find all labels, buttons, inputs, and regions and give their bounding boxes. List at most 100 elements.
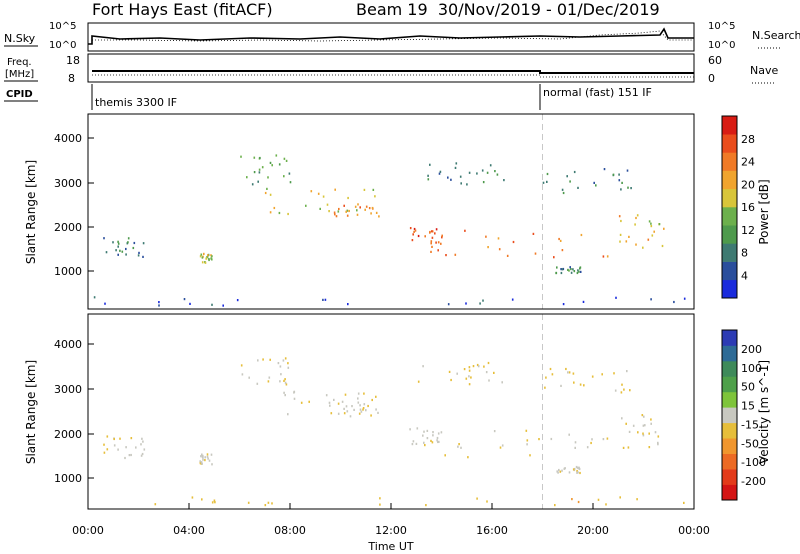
power-cell bbox=[650, 298, 652, 301]
velocity-cell bbox=[325, 394, 328, 397]
velocity-cell bbox=[526, 439, 529, 442]
power-cell bbox=[378, 215, 380, 218]
freq-label-1: Freq. bbox=[7, 57, 32, 68]
velocity-cell bbox=[558, 468, 560, 472]
power-cell bbox=[546, 172, 549, 176]
xtick-0400: 04:00 bbox=[173, 524, 205, 537]
power-cell bbox=[222, 304, 224, 307]
velocity-cell bbox=[135, 446, 137, 449]
velocity-cell bbox=[472, 365, 475, 368]
power-cell bbox=[447, 303, 450, 306]
power-cell bbox=[326, 203, 329, 206]
velocity-cell bbox=[117, 448, 119, 451]
power-band-6 bbox=[430, 229, 609, 259]
cpid-segment-themis: themis 3300 IF bbox=[95, 96, 177, 109]
velocity-cell bbox=[554, 504, 556, 507]
velocity-cell bbox=[416, 427, 419, 430]
power-cell bbox=[481, 169, 484, 172]
velocity-cell bbox=[379, 503, 381, 506]
velocity-cell bbox=[200, 461, 203, 464]
power-cell bbox=[430, 242, 432, 245]
power-cell bbox=[121, 250, 124, 253]
power-cell bbox=[625, 240, 628, 243]
velocity-cell bbox=[300, 401, 303, 404]
power-band-7 bbox=[555, 266, 582, 275]
velocity-cell bbox=[641, 414, 644, 417]
power-cell bbox=[338, 207, 340, 211]
power-cell bbox=[253, 156, 256, 159]
power-cell bbox=[201, 261, 204, 264]
power-cell bbox=[630, 187, 632, 190]
power-cell bbox=[105, 251, 108, 254]
power-cbar-frame bbox=[721, 115, 738, 299]
power-cell bbox=[189, 302, 191, 305]
velocity-cell bbox=[106, 435, 109, 438]
velocity-cell bbox=[143, 448, 146, 451]
velocity-cell bbox=[483, 365, 485, 368]
velocity-cell bbox=[412, 440, 415, 443]
velocity-cell bbox=[415, 442, 418, 445]
velocity-band-4 bbox=[329, 403, 379, 418]
velocity-cell bbox=[568, 471, 571, 474]
power-cell bbox=[359, 206, 361, 209]
power-cell bbox=[322, 195, 325, 198]
power-band-1 bbox=[199, 252, 213, 264]
velocity-cell bbox=[577, 471, 579, 474]
power-cell bbox=[460, 182, 462, 185]
velocity-cell bbox=[606, 437, 609, 440]
x-axis-label: Time UT bbox=[367, 540, 413, 553]
power-cell bbox=[441, 236, 443, 239]
power-cell bbox=[642, 246, 644, 249]
power-cell bbox=[205, 257, 208, 260]
velocity-cell bbox=[363, 403, 366, 406]
power-cell bbox=[269, 193, 272, 196]
velocity-cell bbox=[501, 381, 503, 384]
velocity-cell bbox=[362, 408, 364, 411]
velocity-cell bbox=[577, 500, 580, 504]
velocity-cell bbox=[436, 439, 438, 442]
vel-cbar-swatch bbox=[722, 360, 737, 377]
velocity-band-2 bbox=[240, 357, 290, 386]
xtick-1600: 16:00 bbox=[476, 524, 508, 537]
power-cell bbox=[427, 174, 429, 177]
velocity-cell bbox=[269, 358, 271, 361]
velocity-cell bbox=[248, 376, 250, 379]
power-cell bbox=[345, 210, 347, 213]
velocity-cell bbox=[468, 366, 471, 369]
velocity-cell bbox=[367, 404, 369, 408]
velocity-band-11 bbox=[154, 496, 685, 507]
velocity-cell bbox=[359, 404, 361, 407]
velocity-cell bbox=[360, 410, 363, 413]
power-colorbar-title: Power [dB] bbox=[757, 179, 771, 244]
power-cbar-swatch bbox=[722, 170, 737, 190]
velocity-cell bbox=[267, 380, 270, 383]
velocity-cell bbox=[206, 453, 209, 456]
velocity-cell bbox=[357, 397, 359, 400]
power-colorbar: 28 24 20 16 12 8 4 bbox=[721, 115, 755, 299]
power-cell bbox=[104, 302, 106, 305]
power-cell bbox=[618, 179, 621, 182]
power-cell bbox=[439, 170, 442, 173]
power-cell bbox=[117, 253, 119, 256]
velocity-cell bbox=[468, 369, 471, 372]
nsearch-trace bbox=[92, 30, 694, 42]
power-band-10 bbox=[542, 168, 632, 195]
power-cell bbox=[200, 253, 203, 256]
power-cbar-tick: 12 bbox=[741, 224, 755, 237]
velocity-cell bbox=[578, 466, 580, 469]
power-cell bbox=[347, 196, 349, 200]
velocity-cell bbox=[140, 443, 142, 446]
velocity-cell bbox=[363, 392, 365, 395]
velocity-cell bbox=[343, 412, 346, 415]
velocity-cell bbox=[463, 368, 466, 371]
velocity-cell bbox=[103, 443, 105, 446]
power-cell bbox=[119, 249, 121, 252]
nsky-tick-low: 10^0 bbox=[49, 40, 76, 51]
power-cell bbox=[466, 183, 468, 186]
velocity-cell bbox=[644, 424, 646, 427]
power-cell bbox=[283, 157, 286, 160]
velocity-cell bbox=[344, 393, 347, 396]
power-cell bbox=[430, 240, 433, 243]
velocity-cell bbox=[202, 456, 204, 459]
power-cell bbox=[465, 302, 467, 305]
